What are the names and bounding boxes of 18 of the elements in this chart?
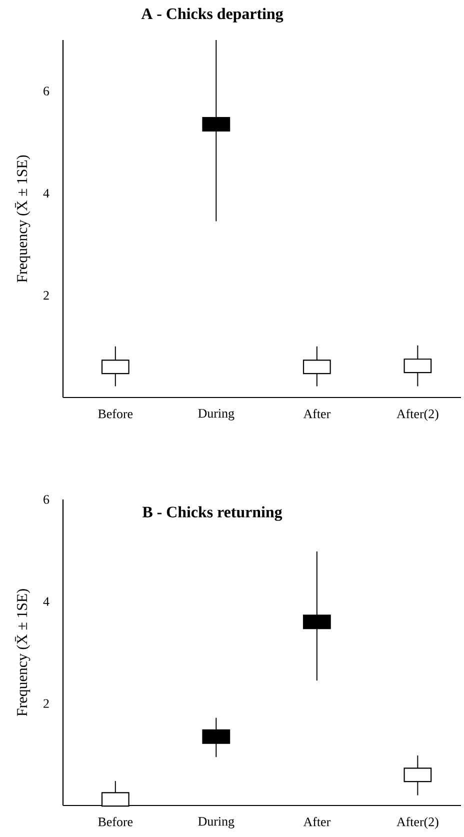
- x-tick-label: During: [198, 817, 234, 828]
- x-tick-label: Before: [98, 817, 133, 826]
- y-tick-label: 2: [44, 699, 49, 708]
- y-axis-title: Frequency (X̄ ± 1SE): [15, 155, 30, 282]
- y-axis-title: Frequency (X̄ ± 1SE): [15, 589, 30, 716]
- y-tick-label: 2: [44, 291, 49, 300]
- x-tick-label: During: [198, 409, 234, 420]
- x-tick-label: After(2): [396, 817, 438, 829]
- x-tick-label: After: [303, 817, 330, 826]
- x-tick-label: After: [303, 409, 330, 418]
- y-tick-label: 6: [44, 86, 50, 96]
- x-tick-label: After(2): [396, 409, 438, 421]
- chart-title: B - Chicks returning: [142, 506, 282, 521]
- y-tick-label: 6: [44, 495, 50, 504]
- chart-title: A - Chicks departing: [141, 8, 284, 22]
- y-tick-label: 4: [43, 188, 50, 198]
- y-tick-label: 4: [43, 597, 50, 606]
- x-tick-label: Before: [98, 409, 133, 418]
